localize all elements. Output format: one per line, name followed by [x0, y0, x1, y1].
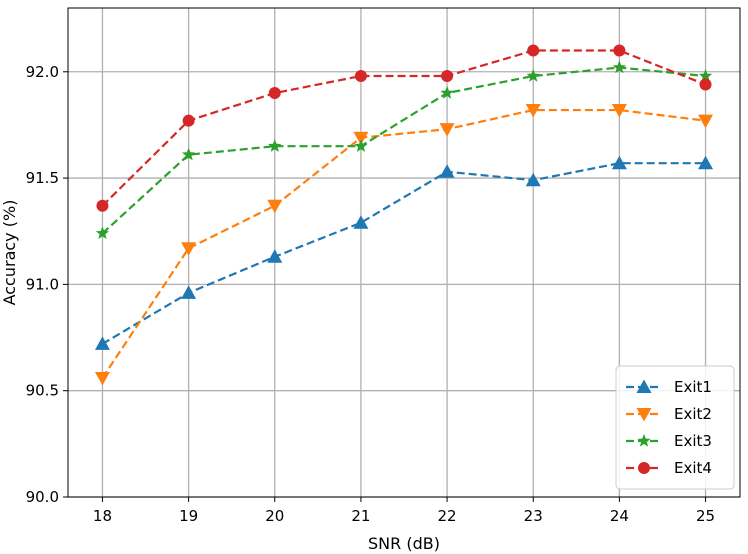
- axis-ticks: 18 19 20 21 22 23 24 25 90.0 90.5 91.0 91.5 92.0: [26, 63, 715, 525]
- x-tick-label: 25: [696, 507, 715, 525]
- legend: Exit1 Exit2 Exit3 Exit4: [615, 365, 735, 490]
- data-point: [181, 147, 196, 161]
- x-tick-label: 18: [93, 507, 112, 525]
- data-point: [94, 371, 110, 386]
- data-point: [440, 86, 454, 99]
- legend-box: [615, 365, 735, 490]
- data-point: [698, 114, 714, 129]
- data-point: [526, 69, 540, 82]
- data-point: [267, 249, 283, 263]
- data-point: [613, 44, 626, 57]
- x-tick-label: 24: [610, 507, 629, 525]
- data-point: [96, 199, 109, 212]
- legend-label: Exit3: [674, 432, 712, 450]
- legend-item: Exit4: [626, 459, 712, 477]
- data-point: [353, 131, 369, 146]
- series-exit2: [94, 104, 714, 386]
- data-point: [268, 139, 282, 152]
- legend-label: Exit4: [674, 459, 712, 477]
- x-axis-label: SNR (dB): [368, 534, 440, 553]
- data-point: [698, 69, 713, 82]
- data-point: [267, 199, 283, 214]
- legend-item: Exit3: [626, 432, 712, 450]
- legend-marker: [636, 408, 652, 422]
- data-point: [441, 70, 454, 83]
- series-exit1: [94, 155, 714, 350]
- legend-item: Exit1: [626, 378, 712, 396]
- legend-marker: [636, 379, 652, 393]
- legend-label: Exit2: [674, 405, 712, 423]
- data-point: [439, 123, 455, 137]
- data-point: [182, 114, 195, 127]
- series-line: [101, 162, 706, 345]
- y-tick-label: 91.0: [26, 275, 59, 293]
- data-point: [94, 336, 110, 350]
- legend-marker: [637, 434, 651, 447]
- data-point: [525, 104, 541, 118]
- y-tick-label: 90.5: [26, 382, 59, 400]
- data-point: [439, 164, 455, 178]
- series-line: [101, 49, 706, 207]
- y-axis-label: Accuracy (%): [0, 200, 19, 306]
- plot-series: [94, 44, 714, 386]
- data-point: [698, 155, 714, 170]
- data-point: [353, 215, 369, 229]
- series-line: [101, 108, 706, 379]
- x-tick-label: 21: [351, 507, 370, 525]
- x-tick-label: 19: [179, 507, 198, 525]
- legend-label: Exit1: [674, 378, 712, 396]
- data-point: [525, 172, 541, 187]
- data-point: [95, 226, 110, 240]
- data-point: [181, 285, 197, 299]
- series-exit3: [95, 60, 713, 240]
- data-point: [611, 155, 627, 170]
- x-tick-label: 22: [438, 507, 457, 525]
- legend-item: Exit2: [626, 405, 712, 423]
- data-point: [354, 139, 368, 152]
- y-tick-label: 91.5: [26, 169, 59, 187]
- data-point: [612, 60, 627, 74]
- data-point: [699, 78, 712, 91]
- data-point: [354, 70, 367, 83]
- x-tick-label: 23: [524, 507, 543, 525]
- plot-frame: [67, 7, 741, 498]
- y-tick-label: 92.0: [26, 63, 59, 81]
- legend-marker: [638, 462, 650, 474]
- data-point: [611, 104, 627, 118]
- series-line: [101, 66, 706, 235]
- data-point: [527, 44, 540, 57]
- data-point: [181, 242, 197, 256]
- data-point: [268, 87, 281, 100]
- x-tick-label: 20: [265, 507, 284, 525]
- y-tick-label: 90.0: [26, 488, 59, 506]
- series-exit4: [96, 44, 712, 212]
